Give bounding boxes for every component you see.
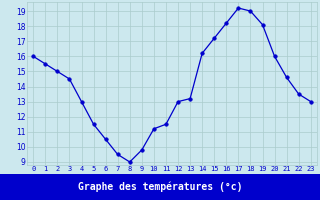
Text: Graphe des températures (°c): Graphe des températures (°c) xyxy=(78,182,242,192)
